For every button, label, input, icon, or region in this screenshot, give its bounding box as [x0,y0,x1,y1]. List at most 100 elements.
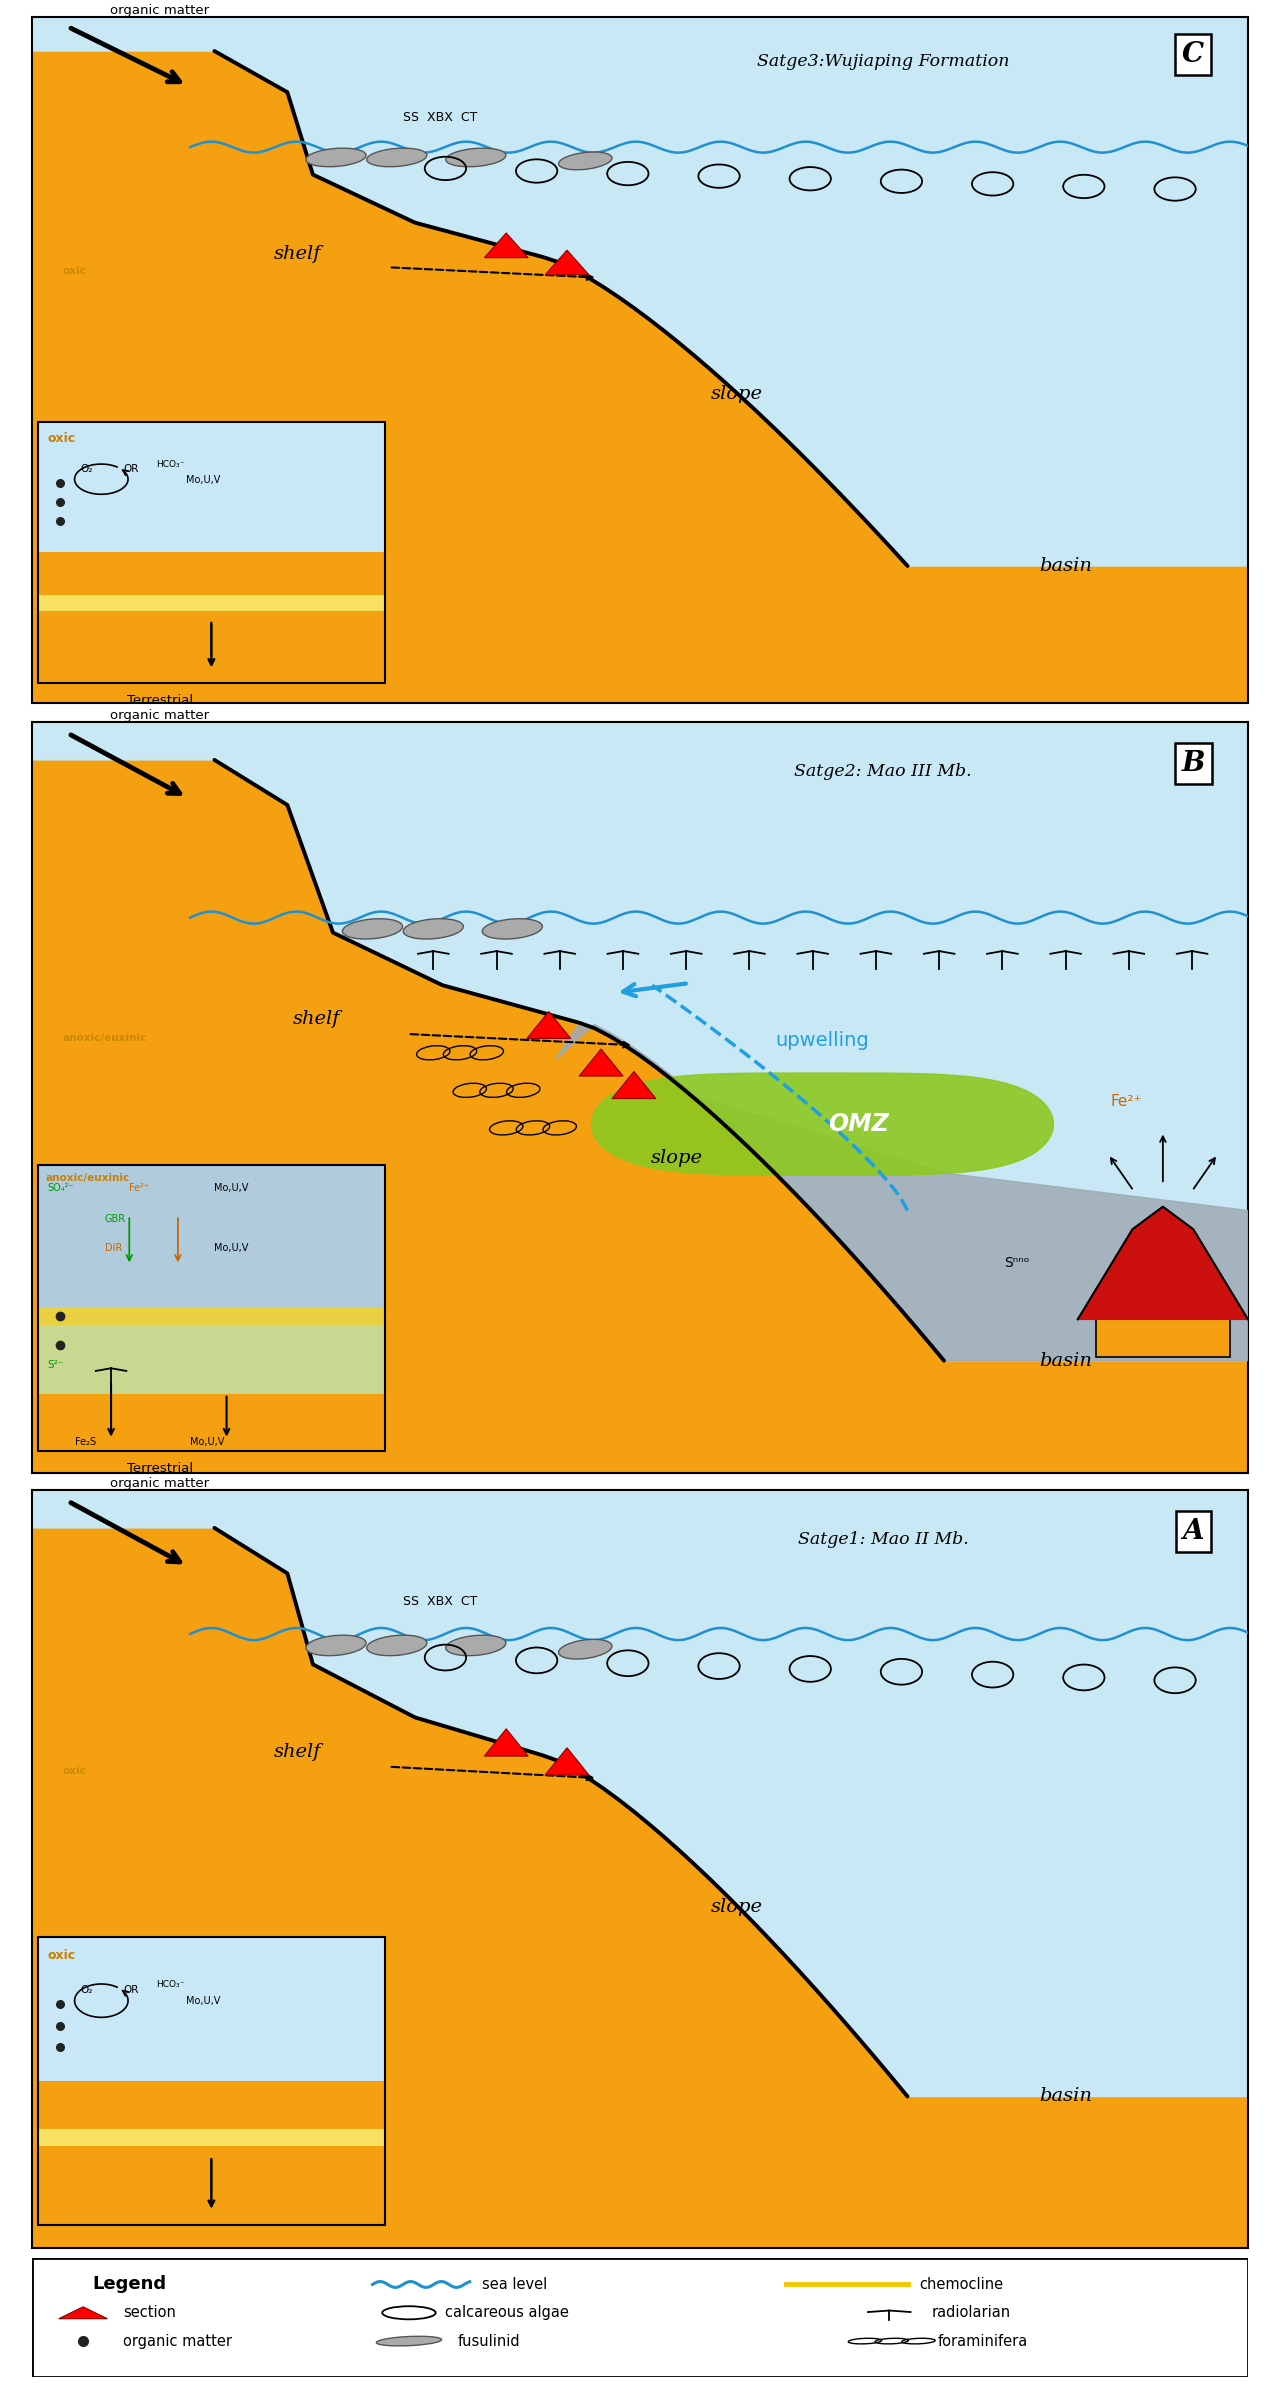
Polygon shape [1078,1206,1248,1318]
Ellipse shape [367,1635,426,1654]
Text: O₂: O₂ [81,465,93,474]
Ellipse shape [403,918,463,939]
Text: slope: slope [650,1149,703,1166]
Polygon shape [545,1747,589,1776]
Text: fusulinid: fusulinid [458,2334,520,2348]
Text: calcareous algae: calcareous algae [445,2305,570,2320]
Text: oxic: oxic [47,1948,76,1962]
Polygon shape [59,2308,108,2320]
Ellipse shape [367,148,426,167]
Bar [38,553,385,682]
Text: Mo,U,V: Mo,U,V [191,1438,224,1447]
Text: foraminifera: foraminifera [938,2334,1028,2348]
Ellipse shape [483,918,543,939]
Bar [38,596,385,610]
Text: Satge2: Mao III Mb.: Satge2: Mao III Mb. [795,763,972,780]
Text: basin: basin [1039,2088,1092,2105]
Text: O₂: O₂ [81,1986,93,1995]
Bar [38,1352,385,1395]
Ellipse shape [376,2336,442,2346]
Ellipse shape [343,918,402,939]
Polygon shape [612,1070,655,1099]
Text: HCO₃⁻: HCO₃⁻ [156,460,184,470]
Text: sea level: sea level [483,2277,547,2291]
Text: basin: basin [1039,1352,1092,1371]
Text: chemocline: chemocline [920,2277,1004,2291]
Text: upwelling: upwelling [776,1032,869,1051]
Text: SS  XBX  CT: SS XBX CT [403,1595,477,1609]
Text: Satge1: Mao II Mb.: Satge1: Mao II Mb. [797,1531,969,1547]
Bar [38,2081,385,2224]
Text: Fe²⁺: Fe²⁺ [129,1182,150,1192]
Text: DIR: DIR [105,1242,123,1254]
Bar [38,1395,385,1452]
Polygon shape [32,1490,1248,2096]
Polygon shape [32,17,1248,703]
Text: shelf: shelf [274,1743,321,1759]
Ellipse shape [445,148,506,167]
Text: OR: OR [123,1986,138,1995]
Text: OMZ: OMZ [828,1111,890,1137]
Text: section: section [123,2305,177,2320]
Text: radiolarian: radiolarian [932,2305,1011,2320]
Polygon shape [484,1728,529,1757]
Text: organic matter: organic matter [123,2334,232,2348]
Bar [38,2129,385,2146]
Text: Legend: Legend [93,2274,166,2293]
Bar [38,1309,385,1352]
Polygon shape [527,1011,571,1039]
Polygon shape [32,1490,1248,2248]
Text: anoxic/euxinic: anoxic/euxinic [45,1173,129,1182]
Text: A: A [1183,1519,1204,1545]
Bar [38,1938,385,2224]
Polygon shape [484,234,529,257]
Bar [38,1166,385,1452]
Text: Satge3:Wujiaping Formation: Satge3:Wujiaping Formation [756,52,1010,69]
Text: Terrestrial
organic matter: Terrestrial organic matter [110,1461,209,1490]
Bar [38,422,385,682]
Text: SO₄²⁻: SO₄²⁻ [47,1182,74,1192]
Text: shelf: shelf [274,246,321,262]
Text: Terrestrial
organic matter: Terrestrial organic matter [110,0,209,17]
Bar [38,1166,385,1309]
Text: SS  XBX  CT: SS XBX CT [403,112,477,124]
Polygon shape [545,250,589,274]
Text: Mo,U,V: Mo,U,V [215,1242,248,1254]
Text: shelf: shelf [293,1011,340,1028]
Bar [38,1938,385,2081]
Text: Fe₂S: Fe₂S [74,1438,96,1447]
Text: oxic: oxic [47,432,76,446]
Text: Mo,U,V: Mo,U,V [215,1182,248,1192]
Bar [38,1309,385,1326]
Text: Mo,U,V: Mo,U,V [187,474,221,484]
Bar [38,422,385,553]
Text: oxic: oxic [63,1767,86,1776]
Text: GBR: GBR [105,1213,127,1225]
Text: B: B [1181,751,1204,777]
Polygon shape [32,722,1248,1473]
Polygon shape [580,1049,623,1075]
Ellipse shape [306,1635,366,1654]
Text: C: C [1183,41,1204,69]
Text: oxic: oxic [63,265,86,277]
Text: slope: slope [712,1898,763,1917]
Polygon shape [556,1023,1248,1361]
Polygon shape [591,1073,1053,1175]
Ellipse shape [558,1640,612,1659]
Text: basin: basin [1039,558,1092,575]
Text: OR: OR [123,465,138,474]
Polygon shape [32,722,1248,1361]
Text: anoxic/euxinic: anoxic/euxinic [63,1032,147,1042]
Text: Terrestrial
organic matter: Terrestrial organic matter [110,694,209,722]
Ellipse shape [558,153,612,169]
Polygon shape [32,17,1248,565]
Ellipse shape [306,148,366,167]
Text: Sⁿⁿᵒ: Sⁿⁿᵒ [1005,1256,1029,1271]
Text: HCO₃⁻: HCO₃⁻ [156,1981,184,1988]
Text: S²⁻: S²⁻ [47,1359,64,1371]
Ellipse shape [445,1635,506,1654]
Text: Mo,U,V: Mo,U,V [187,1995,221,2007]
Bar [1096,1318,1230,1356]
Text: slope: slope [712,386,763,403]
Text: Fe²⁺: Fe²⁺ [1111,1094,1142,1109]
